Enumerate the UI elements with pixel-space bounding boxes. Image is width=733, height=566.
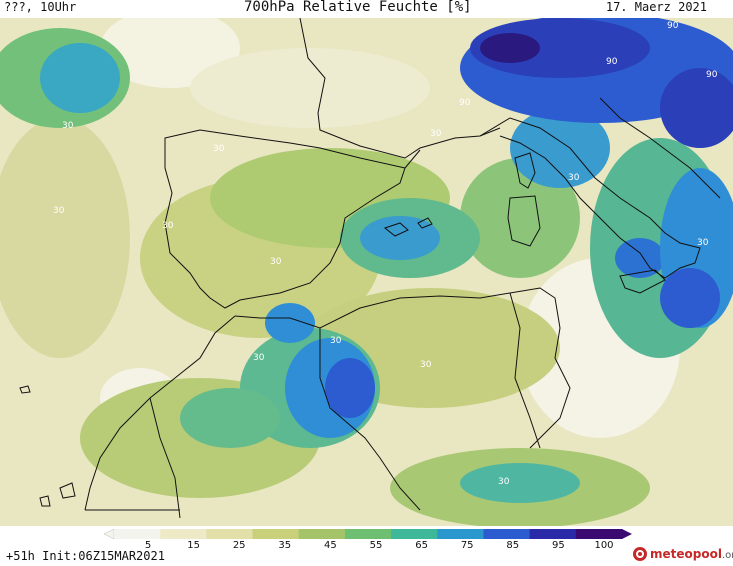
colorbar-tick-label: 75 [460, 540, 474, 551]
init-time: +51h Init:06Z15MAR2021 [6, 549, 165, 563]
colorbar [104, 529, 632, 539]
colorbar-tick-label: 35 [278, 540, 292, 551]
contour-label: 30 [53, 206, 65, 216]
humidity-map[interactable]: 30 30 30 30 30 30 30 30 30 30 30 30 90 9… [0, 18, 733, 526]
colorbar-cell [252, 529, 300, 539]
colorbar-tick-label: 15 [187, 540, 200, 551]
contour-label: 90 [459, 98, 471, 108]
logo-icon [633, 547, 647, 561]
logo-domain: .org [721, 550, 733, 561]
colorbar-cell [298, 529, 346, 539]
header-bar: ???, 10Uhr 700hPa Relative Feuchte [%] 1… [0, 0, 733, 18]
colorbar-tick-label: 5 [144, 540, 152, 551]
colorbar-cell [344, 529, 392, 539]
colorbar-tick-label: 45 [324, 540, 337, 551]
contour-label: 30 [697, 238, 709, 248]
contour-label: 30 [498, 477, 510, 487]
contour-label: 30 [430, 129, 442, 139]
contour-label: 30 [420, 360, 432, 370]
contour-label: 30 [253, 353, 265, 363]
contour-label: 90 [667, 21, 679, 31]
contour-label: 30 [270, 257, 282, 267]
contour-label: 90 [606, 57, 618, 67]
contour-label: 30 [162, 221, 174, 231]
colorbar-tick-label: 100 [594, 540, 614, 551]
colorbar-cell [575, 529, 623, 539]
logo-name: meteopool [650, 547, 722, 561]
contour-label: 30 [568, 173, 580, 183]
colorbar-cell [206, 529, 254, 539]
colorbar-tick-label: 55 [369, 540, 383, 551]
forecast-date: 17. Maerz 2021 [605, 0, 707, 14]
colorbar-tick-label: 65 [415, 540, 428, 551]
forecast-weekday: ???, 10Uhr [4, 0, 77, 14]
colorbar-cell [114, 529, 161, 539]
colorbar-cell [391, 529, 438, 539]
colorbar-cell [437, 529, 484, 539]
colorbar-tick-label: 95 [552, 540, 565, 551]
colorbar-cell [483, 529, 531, 539]
contour-label: 30 [213, 144, 225, 154]
contour-label: 30 [330, 336, 342, 346]
contour-label: 90 [706, 70, 718, 80]
colorbar-tick-label: 25 [232, 540, 246, 551]
contour-label: 30 [62, 121, 74, 131]
colorbar-cell [529, 529, 577, 539]
chart-title: 700hPa Relative Feuchte [%] [244, 0, 472, 15]
colorbar-cell [160, 529, 207, 539]
colorbar-tick-label: 85 [506, 540, 520, 551]
meteopool-logo[interactable]: meteopool.org [632, 546, 733, 562]
